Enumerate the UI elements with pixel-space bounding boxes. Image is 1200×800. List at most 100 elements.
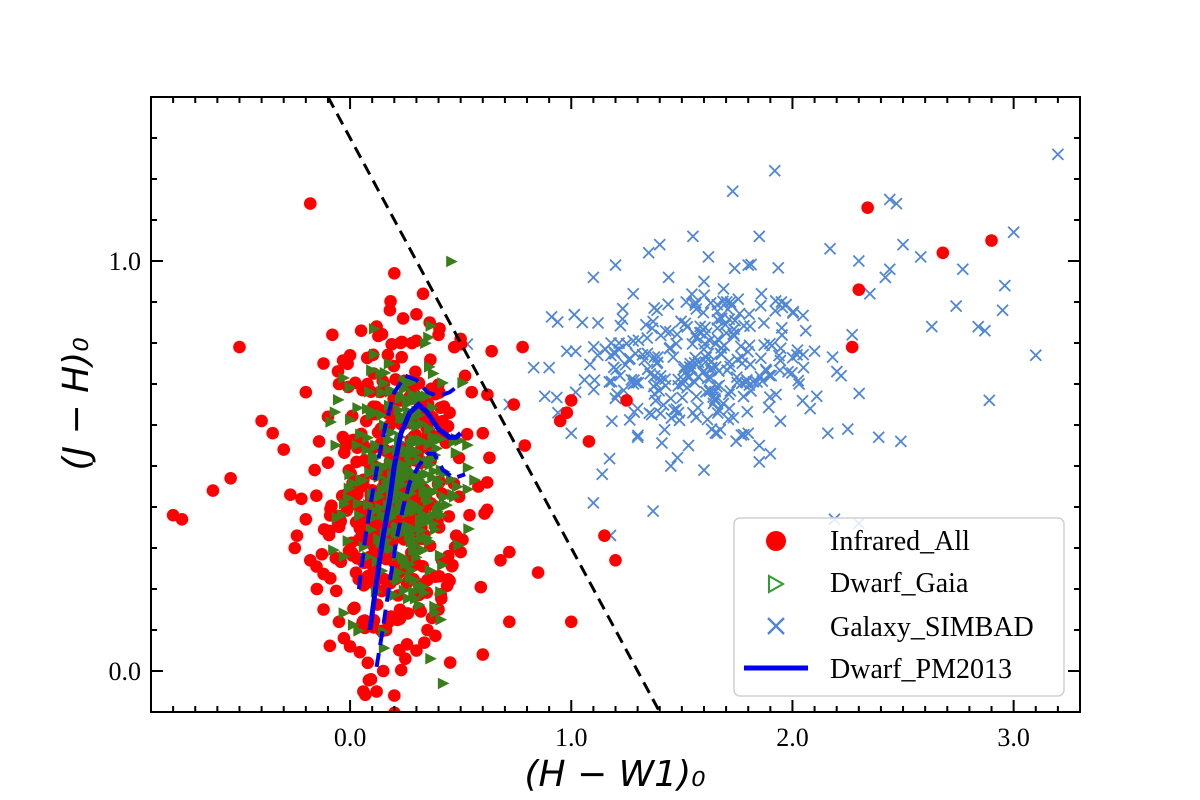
dwarf-pm2013-lower-line — [374, 451, 466, 668]
infrared-all-point — [433, 322, 446, 335]
legend: Infrared_All Dwarf_Gaia Galaxy_SIMBAD Dw… — [733, 517, 1065, 697]
infrared-all-point — [325, 499, 338, 512]
galaxy-simbad-point — [776, 301, 789, 314]
y-tick-label: 1.0 — [109, 247, 142, 276]
galaxy-simbad-point — [996, 304, 1009, 317]
plot-lines — [326, 97, 662, 712]
dwarf-gaia-point — [400, 556, 412, 569]
dwarf-gaia-point — [338, 372, 350, 384]
galaxy-simbad-point — [617, 384, 630, 397]
infrared-all-point — [410, 644, 423, 657]
galaxy-simbad-point — [607, 361, 620, 374]
galaxy-simbad-point — [616, 312, 629, 326]
galaxy-simbad-point — [702, 250, 715, 264]
galaxy-simbad-point — [774, 415, 787, 428]
infrared-all-point — [388, 689, 401, 702]
infrared-all-point — [299, 513, 313, 526]
infrared-all-point — [332, 615, 346, 629]
galaxy-simbad-point — [728, 329, 741, 343]
dwarf-gaia-point — [366, 364, 378, 377]
infrared-all-point — [494, 554, 507, 567]
galaxy-simbad-point — [711, 313, 724, 326]
infrared-all-point — [474, 580, 488, 594]
dwarf-gaia-point — [431, 442, 444, 455]
dwarf-gaia-point — [355, 428, 367, 441]
infrared-all-point — [393, 643, 406, 657]
infrared-all-point — [394, 336, 407, 350]
infrared-all-point — [437, 400, 451, 413]
galaxy-simbad-point — [627, 374, 641, 387]
infrared-all-point — [460, 427, 474, 441]
galaxy-simbad-point — [744, 258, 758, 271]
galaxy-simbad-point — [704, 296, 717, 310]
galaxy-simbad-point — [894, 435, 907, 448]
dwarf-gaia-point — [414, 434, 427, 446]
x-tick-label: 2.0 — [776, 723, 809, 752]
galaxy-simbad-point — [627, 377, 640, 391]
galaxy-simbad-point — [883, 193, 896, 206]
galaxy-simbad-point — [716, 295, 730, 308]
legend-box — [733, 517, 1065, 697]
galaxy-simbad-point — [654, 369, 667, 383]
dwarf-gaia-point — [453, 539, 465, 552]
infrared-all-point — [442, 510, 456, 523]
galaxy-simbad-point — [587, 271, 600, 284]
galaxy-simbad-point — [796, 309, 810, 322]
infrared-all-point — [441, 419, 455, 433]
galaxy-simbad-point — [686, 230, 700, 243]
infrared-all-point — [564, 615, 578, 629]
galaxy-simbad-point — [753, 455, 766, 469]
infrared-all-point — [310, 489, 323, 502]
galaxy-simbad-point — [697, 275, 711, 288]
galaxy-simbad-point — [810, 390, 823, 403]
infrared-all-point — [507, 398, 521, 411]
galaxy-simbad-point — [699, 351, 713, 364]
galaxy-simbad-point — [883, 263, 896, 276]
dwarf-gaia-point — [405, 456, 418, 468]
galaxy-simbad-point — [821, 427, 834, 440]
galaxy-simbad-point — [730, 370, 744, 384]
galaxy-simbad-point — [648, 350, 661, 364]
galaxy-simbad-point — [735, 377, 748, 390]
infrared-all-point — [370, 685, 383, 698]
infrared-all-point — [312, 435, 326, 448]
dwarf-pm2013-upper-line — [356, 373, 462, 590]
galaxy-simbad-point — [690, 390, 703, 403]
infrared-all-point — [308, 463, 321, 477]
galaxy-simbad-point — [768, 164, 781, 177]
galaxy-simbad-point — [744, 384, 758, 398]
galaxy-simbad-point — [569, 345, 582, 358]
galaxy-simbad-point — [648, 387, 661, 401]
galaxy-simbad-point — [853, 387, 866, 400]
dwarf-gaia-point — [435, 613, 448, 626]
galaxy-simbad-point — [538, 390, 551, 403]
galaxy-simbad-point — [623, 413, 636, 427]
galaxy-simbad-point — [662, 298, 675, 311]
infrared-all-point — [985, 234, 998, 247]
galaxy-simbad-point — [609, 258, 622, 272]
dwarf-gaia-point — [399, 491, 412, 503]
galaxy-simbad-point — [665, 411, 678, 425]
infrared-all-point — [852, 283, 866, 297]
galaxy-simbad-point — [720, 295, 733, 309]
infrared-all-point — [395, 350, 408, 364]
galaxy-simbad-point — [983, 394, 996, 407]
plot-data — [166, 148, 1065, 712]
galaxy-simbad-point — [830, 365, 844, 378]
infrared-all-point — [288, 541, 302, 555]
dwarf-gaia-point — [429, 523, 442, 536]
infrared-all-point — [326, 328, 339, 342]
galaxy-simbad-point — [925, 320, 938, 333]
dwarf-gaia-point — [332, 394, 345, 406]
dwarf-gaia-point — [368, 406, 381, 419]
infrared-all-point — [476, 648, 490, 661]
dwarf-gaia-point — [363, 499, 375, 511]
dwarf-gaia-point — [406, 532, 419, 545]
infrared-all-point — [394, 663, 408, 677]
dwarf-gaia-point — [378, 642, 391, 654]
galaxy-simbad-point — [742, 427, 755, 440]
dwarf-gaia-point — [364, 386, 376, 398]
galaxy-simbad-point — [679, 317, 692, 330]
galaxy-simbad-point — [605, 415, 618, 428]
